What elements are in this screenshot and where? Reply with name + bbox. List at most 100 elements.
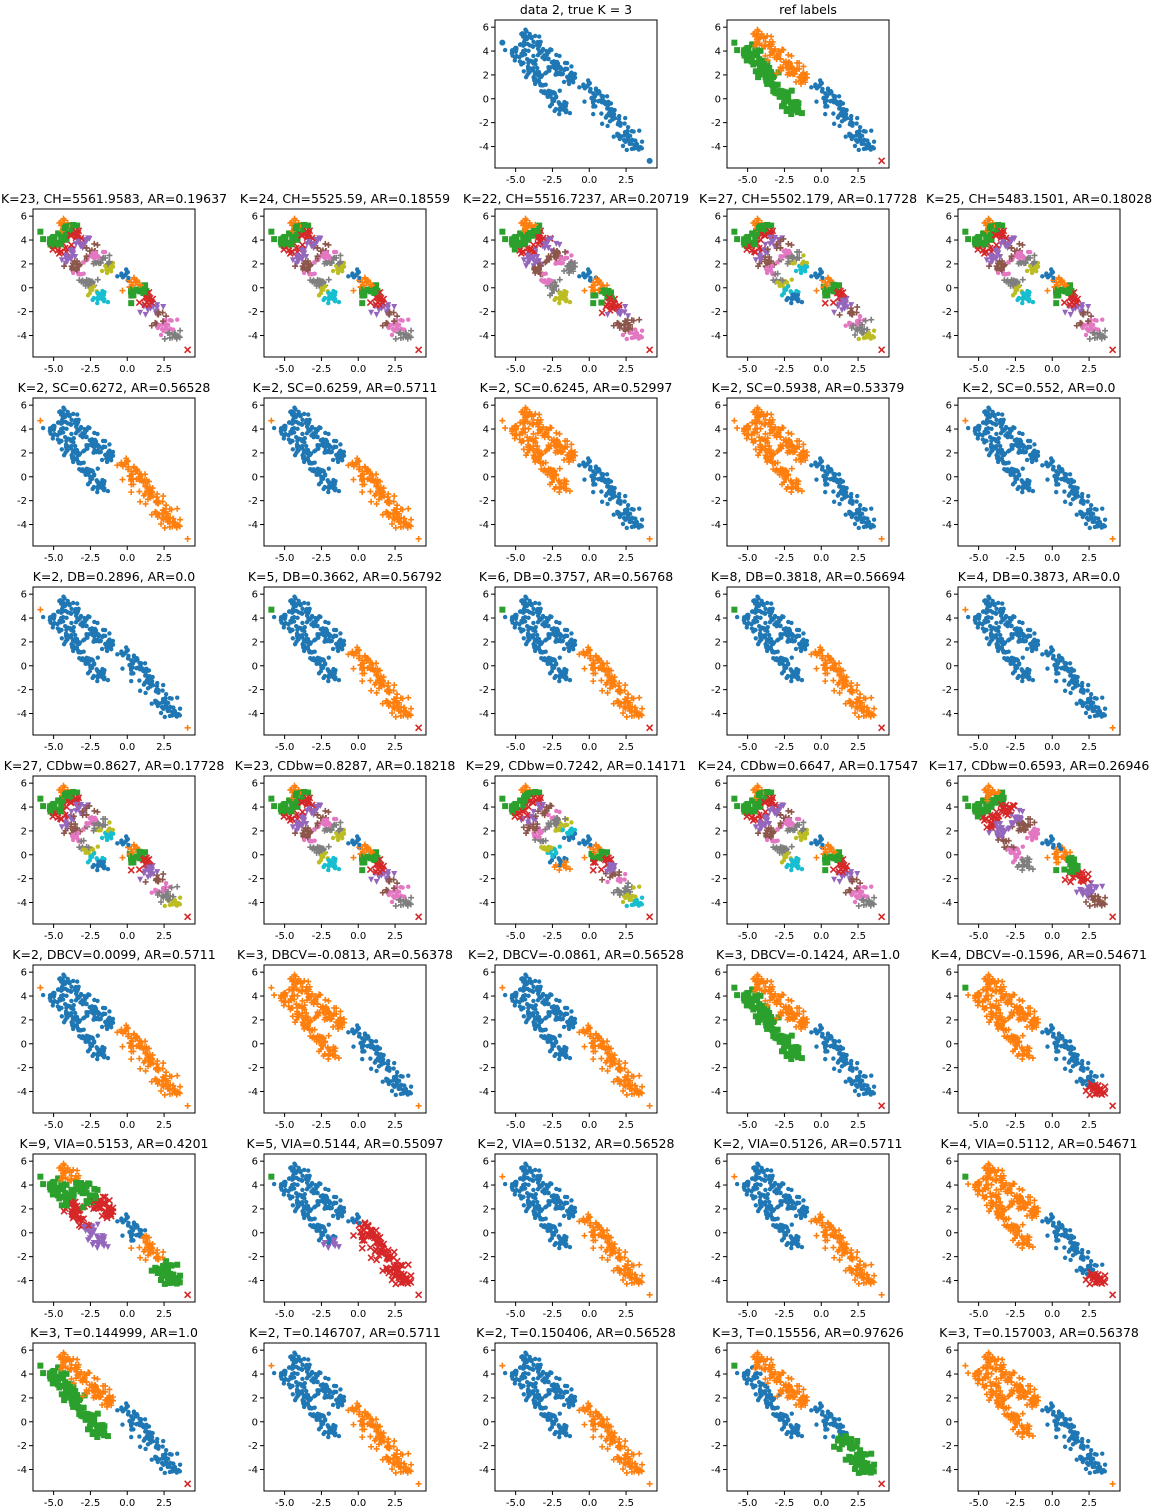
data-point bbox=[75, 641, 81, 646]
data-point bbox=[587, 80, 593, 86]
data-point bbox=[310, 649, 315, 655]
x-tick-label: 2.5 bbox=[387, 364, 403, 375]
data-point bbox=[97, 260, 104, 267]
data-point bbox=[994, 417, 999, 423]
data-point bbox=[70, 648, 76, 654]
data-point bbox=[534, 228, 541, 235]
data-point bbox=[1016, 284, 1022, 289]
data-point bbox=[321, 658, 327, 663]
outlier-point bbox=[37, 417, 44, 424]
data-point bbox=[537, 74, 543, 79]
data-point bbox=[623, 493, 628, 499]
data-point bbox=[605, 123, 610, 129]
data-point bbox=[101, 481, 107, 487]
data-point bbox=[142, 680, 148, 685]
data-point bbox=[71, 624, 76, 630]
data-point bbox=[869, 128, 874, 133]
data-point bbox=[286, 437, 292, 442]
subplot-r2-c4: K=2, SC=0.552, AR=0.0-5.0 -2.5 0.0 2.56420-… bbox=[942, 380, 1121, 564]
x-tick-label: 0.0 bbox=[119, 364, 135, 375]
data-point bbox=[64, 636, 69, 641]
data-point bbox=[1026, 292, 1032, 298]
y-tick-label: -4 bbox=[17, 520, 27, 531]
data-point bbox=[798, 110, 805, 117]
data-point bbox=[553, 429, 560, 436]
data-point bbox=[322, 662, 328, 667]
data-point bbox=[161, 682, 166, 688]
data-point bbox=[293, 623, 299, 629]
data-point bbox=[622, 507, 628, 513]
data-point bbox=[1020, 466, 1025, 471]
y-tick-label: 6 bbox=[252, 212, 258, 223]
data-point bbox=[850, 120, 855, 126]
data-point bbox=[169, 318, 174, 323]
outlier-point bbox=[415, 346, 423, 354]
y-tick-label: -2 bbox=[711, 307, 721, 318]
data-point bbox=[546, 50, 551, 55]
data-point bbox=[590, 300, 597, 307]
data-point bbox=[67, 610, 73, 616]
data-point bbox=[582, 477, 587, 482]
data-point bbox=[63, 252, 70, 259]
data-point bbox=[562, 60, 568, 66]
data-point bbox=[829, 298, 837, 307]
data-point bbox=[287, 219, 294, 226]
data-point bbox=[1062, 499, 1068, 504]
data-point bbox=[322, 284, 328, 289]
data-point bbox=[756, 34, 763, 41]
data-point bbox=[513, 48, 519, 53]
data-point bbox=[824, 476, 829, 481]
data-point bbox=[520, 53, 525, 58]
data-point bbox=[392, 335, 399, 342]
outlier-point bbox=[646, 157, 653, 164]
data-point bbox=[126, 653, 131, 659]
x-tick-label: -5.0 bbox=[969, 553, 989, 564]
data-point bbox=[1102, 327, 1109, 334]
data-point bbox=[864, 138, 870, 143]
data-point bbox=[327, 481, 332, 487]
data-point bbox=[577, 463, 582, 468]
data-point bbox=[301, 246, 308, 253]
data-point bbox=[798, 80, 805, 87]
y-tick-label: 0 bbox=[715, 283, 721, 294]
data-point bbox=[1045, 464, 1051, 469]
data-point bbox=[1004, 271, 1009, 277]
y-tick-label: 6 bbox=[483, 212, 489, 223]
y-tick-label: 2 bbox=[715, 448, 721, 459]
data-point bbox=[1025, 249, 1031, 255]
data-point bbox=[863, 129, 868, 134]
data-point bbox=[581, 82, 586, 87]
data-point bbox=[618, 498, 623, 504]
data-point bbox=[1018, 251, 1023, 256]
data-point bbox=[996, 411, 1001, 417]
data-point bbox=[84, 631, 89, 637]
data-point bbox=[1080, 325, 1085, 331]
data-point bbox=[173, 335, 180, 342]
data-point bbox=[1088, 503, 1094, 508]
data-point bbox=[849, 113, 854, 119]
data-point bbox=[1034, 458, 1039, 463]
data-point bbox=[814, 99, 819, 104]
data-point bbox=[289, 615, 295, 621]
x-tick-label: -5.0 bbox=[506, 553, 526, 564]
data-point bbox=[866, 143, 872, 149]
data-point bbox=[800, 63, 807, 70]
data-point bbox=[1040, 463, 1045, 468]
data-point bbox=[335, 260, 342, 267]
data-point bbox=[71, 600, 76, 606]
data-point bbox=[64, 615, 69, 621]
data-point bbox=[63, 236, 70, 243]
data-point bbox=[605, 501, 610, 507]
data-point bbox=[757, 47, 764, 54]
data-point bbox=[745, 47, 752, 54]
data-point bbox=[288, 241, 295, 248]
data-point bbox=[82, 280, 89, 287]
data-point bbox=[587, 269, 593, 275]
data-point bbox=[626, 516, 631, 521]
data-point bbox=[71, 411, 76, 417]
data-point bbox=[73, 443, 78, 449]
data-point bbox=[637, 128, 642, 133]
data-point bbox=[102, 297, 107, 302]
data-point bbox=[798, 270, 804, 276]
